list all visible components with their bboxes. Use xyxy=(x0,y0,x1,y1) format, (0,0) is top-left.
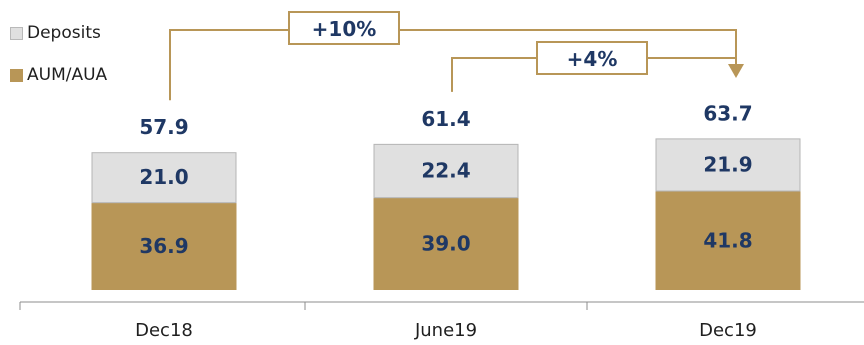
legend-swatch-aum-aua xyxy=(10,68,23,82)
total-label-dec19: 63.7 xyxy=(703,101,752,125)
total-label-june19: 61.4 xyxy=(421,107,470,131)
legend-label-deposits: Deposits xyxy=(27,23,101,43)
x-tick-label-june19: June19 xyxy=(414,320,477,341)
legend: Deposits AUM/AUA xyxy=(10,22,107,106)
legend-swatch-deposits xyxy=(10,26,23,40)
legend-item-aum-aua: AUM/AUA xyxy=(10,64,107,86)
data-label-deposits-dec18: 21.0 xyxy=(139,165,188,189)
x-tick-label-dec18: Dec18 xyxy=(135,320,193,341)
growth-badge-box-10 xyxy=(288,11,400,45)
growth-arrowhead xyxy=(728,64,744,78)
bar-deposits-june19 xyxy=(373,143,519,199)
data-label-aum-aua-june19: 39.0 xyxy=(421,232,470,256)
growth-label-4: +4% xyxy=(567,47,618,71)
total-label-dec18: 57.9 xyxy=(139,115,188,139)
legend-label-aum-aua: AUM/AUA xyxy=(27,65,108,85)
bar-aum-aua-june19 xyxy=(373,197,519,290)
data-label-aum-aua-dec18: 36.9 xyxy=(139,234,188,258)
growth-badge-box-4 xyxy=(536,41,648,75)
data-label-deposits-dec19: 21.9 xyxy=(703,152,752,176)
growth-label-10: +10% xyxy=(312,17,377,41)
data-label-deposits-june19: 22.4 xyxy=(421,159,470,183)
x-tick-label-dec19: Dec19 xyxy=(699,320,757,341)
legend-item-deposits: Deposits xyxy=(10,22,107,44)
bar-deposits-dec18 xyxy=(91,152,237,204)
bar-deposits-dec19 xyxy=(655,138,801,192)
bar-aum-aua-dec19 xyxy=(655,190,801,290)
growth-connector-dec18-dec19 xyxy=(169,29,737,101)
bar-aum-aua-dec18 xyxy=(91,202,237,290)
data-label-aum-aua-dec19: 41.8 xyxy=(703,228,752,252)
